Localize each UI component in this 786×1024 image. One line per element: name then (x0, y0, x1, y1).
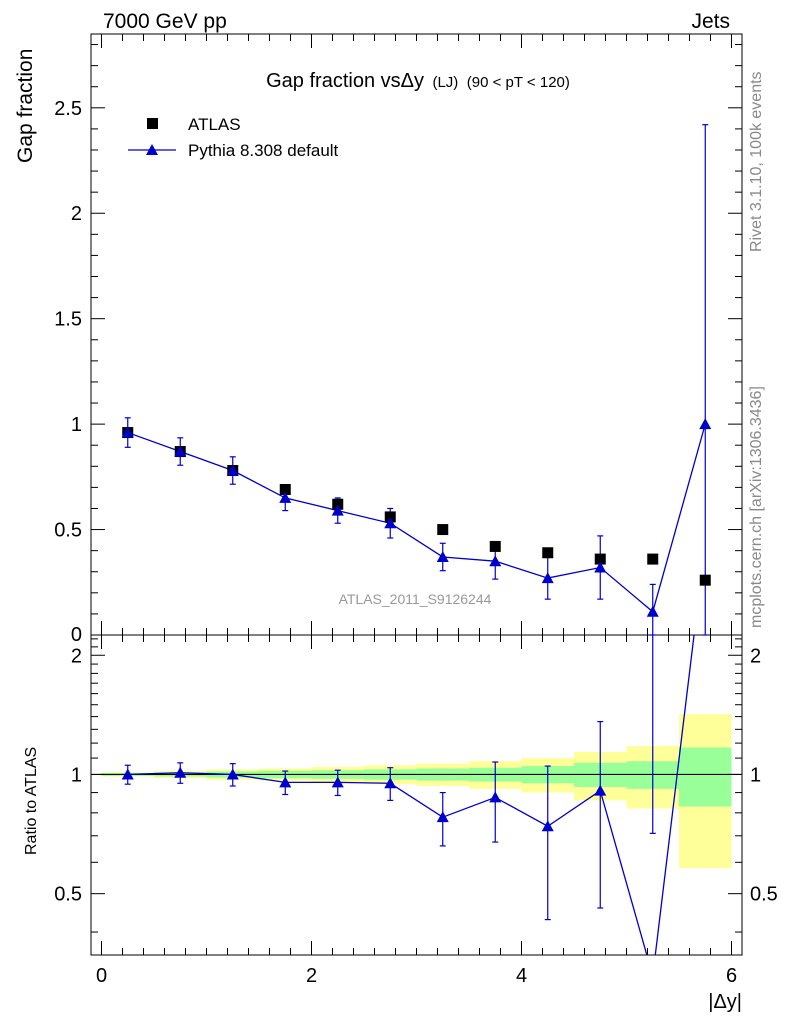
atlas-point (594, 553, 606, 565)
pythia-point (174, 445, 187, 457)
legend-pythia-label: Pythia 8.308 default (188, 141, 339, 160)
axes-ticks: 0 2 4 60.511.522.500.5 0.51 12 2 (54, 34, 778, 987)
ratio-point (541, 820, 554, 832)
ratio-point (489, 791, 502, 803)
pythia-point (699, 418, 712, 430)
ratio-point (436, 811, 449, 823)
pythia-point (331, 504, 344, 516)
ratio-y-tick-label-right: 1 (750, 764, 761, 786)
main-y-tick-label-zero: 0 (71, 624, 82, 646)
main-y-tick-label: 2 (71, 203, 82, 225)
legend-atlas-label: ATLAS (188, 115, 241, 134)
main-series-layer (121, 124, 712, 636)
ratio-point (121, 768, 134, 780)
ratio-point (331, 776, 344, 788)
atlas-point (489, 540, 501, 552)
ratio-y-tick-label: 1 (71, 764, 82, 786)
atlas-point (279, 483, 291, 495)
main-y-tick-label: 2.5 (54, 98, 82, 120)
main-y-tick-label: 0.5 (54, 520, 82, 542)
chart-title-cut: (90 < pT < 120) (467, 74, 570, 91)
ratio-uncertainty-bands (101, 714, 732, 869)
chart-title-main: Gap fraction vsΔy (266, 70, 424, 92)
x-axis-label: |Δy| (708, 991, 742, 1013)
pythia-point (541, 572, 554, 584)
ratio-point (174, 766, 187, 778)
atlas-point (332, 498, 344, 510)
pythia-point (384, 517, 397, 529)
pythia-point (594, 561, 607, 573)
pythia-point (279, 491, 292, 503)
ratio-line (127, 635, 695, 955)
ratio-point (384, 777, 397, 789)
main-y-tick-label: 1 (71, 414, 82, 436)
atlas-point (699, 574, 711, 586)
pythia-line (127, 423, 706, 613)
chart-title: Gap fraction vsΔy (LJ) (90 < pT < 120) (266, 70, 570, 92)
x-tick-label: 4 (516, 965, 527, 987)
main-ylabel: Gap fraction (14, 49, 37, 163)
atlas-point (437, 524, 449, 536)
rivet-label: Rivet 3.1.10, 100k events (748, 71, 765, 252)
energy-label: 7000 GeV pp (103, 10, 227, 33)
main-y-tick-label: 1.5 (54, 309, 82, 331)
pythia-point (489, 555, 502, 567)
ratio-point (279, 776, 292, 788)
ratio-point (226, 768, 239, 780)
ratio-series-layer (121, 635, 695, 955)
pythia-point (436, 550, 449, 562)
band-inner-bin (679, 747, 732, 807)
x-tick-label: 0 (96, 965, 107, 987)
chart-title-suffix: (LJ) (432, 74, 458, 91)
ratio-y-tick-label-right: 0.5 (750, 884, 778, 906)
atlas-point (647, 553, 659, 565)
pythia-point (121, 426, 134, 438)
pythia-point (226, 464, 239, 476)
atlas-point (384, 511, 396, 523)
x-tick-label: 6 (726, 965, 737, 987)
legend-pythia-marker (146, 144, 158, 155)
legend-atlas-marker (147, 118, 158, 129)
ratio-y-tick-label-right: 2 (750, 645, 761, 667)
mcplots-label: mcplots.cern.ch [arXiv:1306.3436] (748, 386, 765, 628)
x-tick-label: 2 (306, 965, 317, 987)
ratio-ylabel: Ratio to ATLAS (23, 747, 40, 855)
ratio-point (594, 784, 607, 796)
ratio-y-tick-label: 2 (71, 645, 82, 667)
pythia-point (646, 605, 659, 617)
atlas-point (542, 547, 554, 559)
category-label: Jets (691, 10, 730, 33)
legend: ATLAS Pythia 8.308 default (128, 115, 339, 160)
analysis-watermark: ATLAS_2011_S9126244 (339, 591, 492, 607)
ratio-y-tick-label: 0.5 (54, 884, 82, 906)
